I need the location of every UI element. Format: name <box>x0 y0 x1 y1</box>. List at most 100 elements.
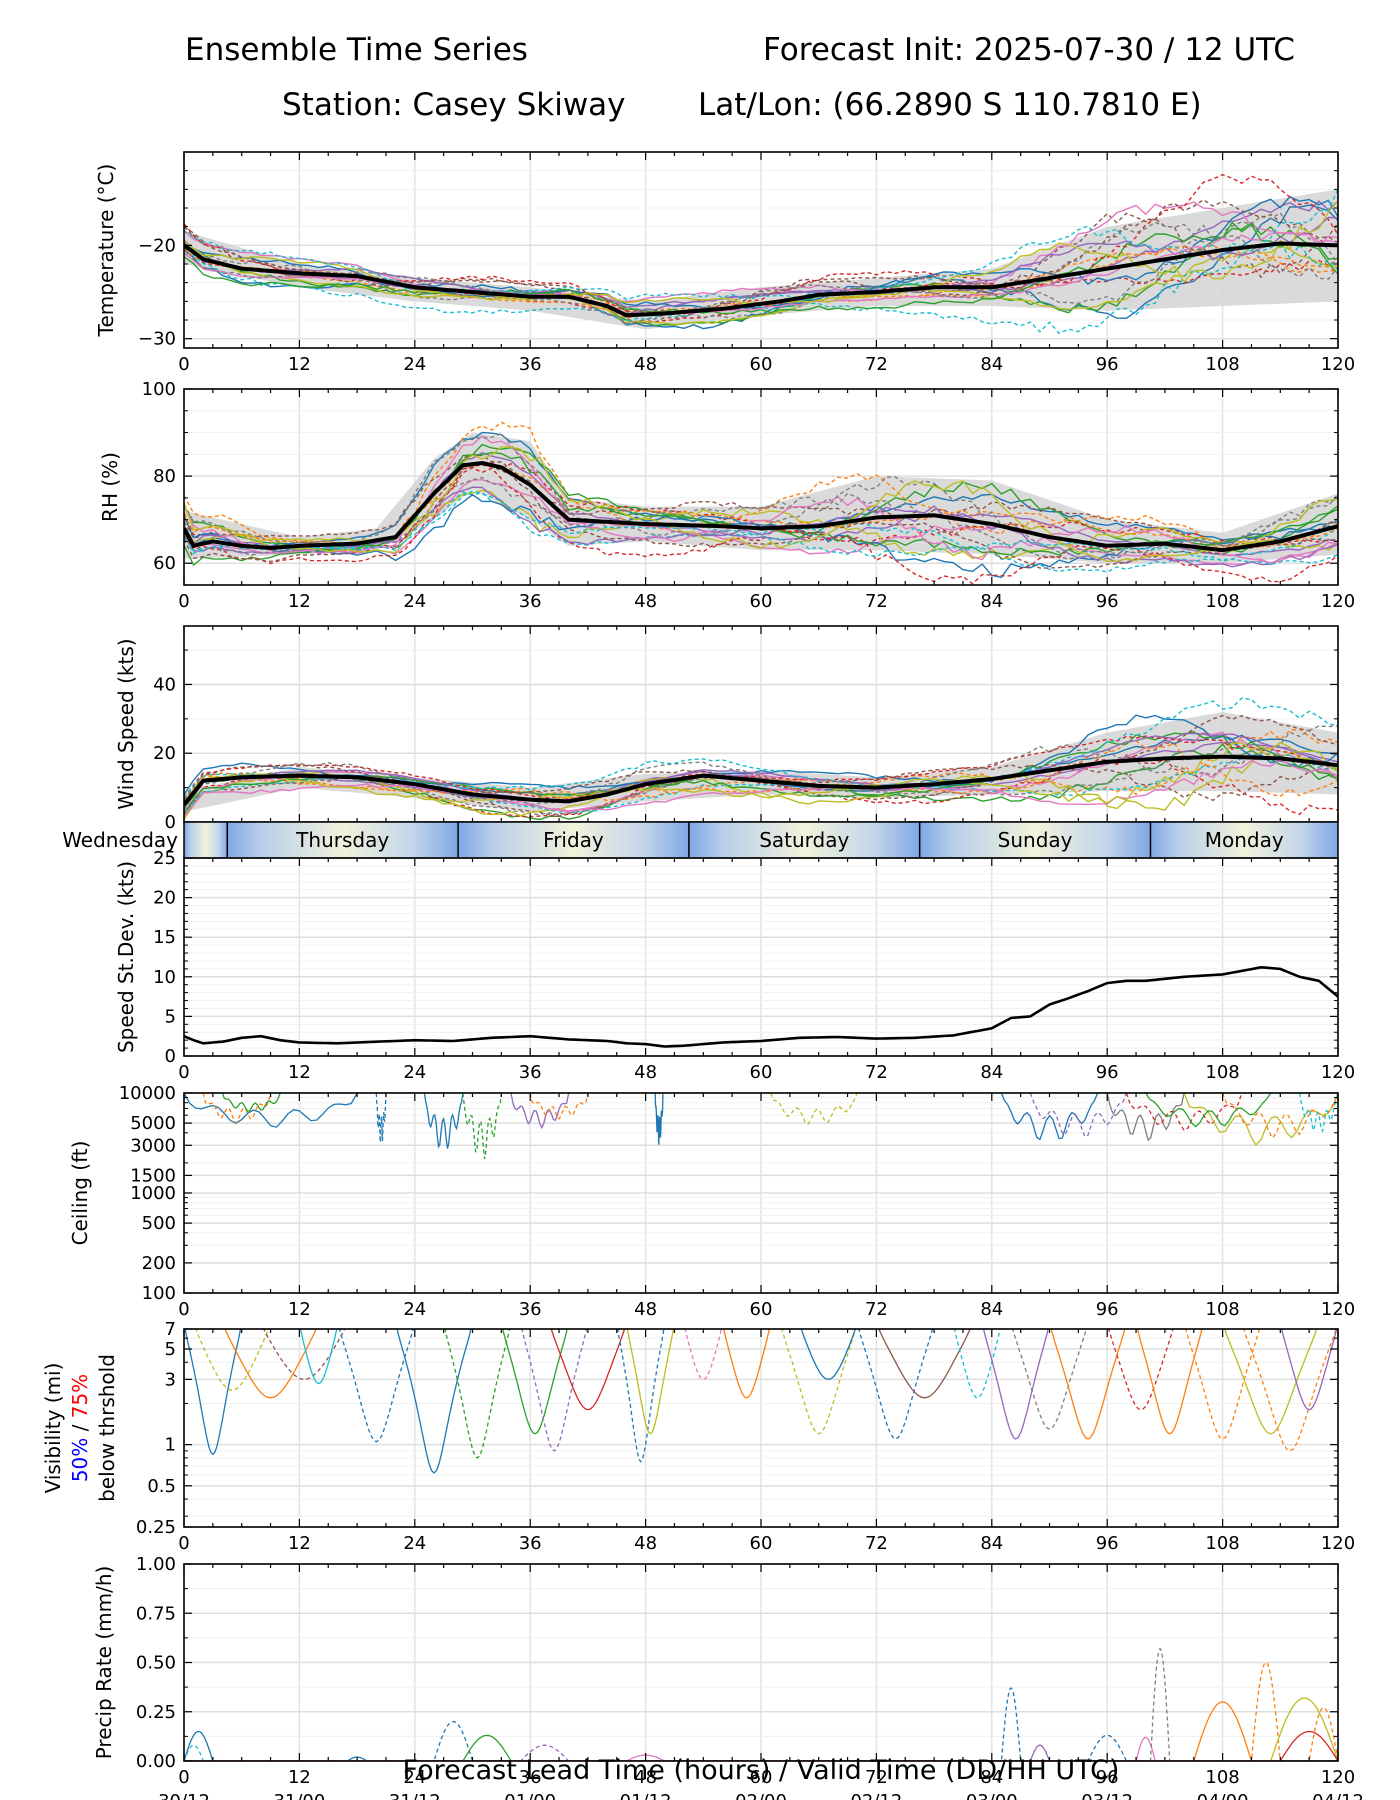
x-tick-label: 72 <box>865 1062 888 1083</box>
precip-member-line <box>184 1730 1338 1761</box>
ensemble-members <box>184 421 1338 585</box>
visibility-member-line <box>1050 1329 1126 1440</box>
x-tick-label: 96 <box>1096 1062 1119 1083</box>
y-tick-label: −20 <box>138 235 176 256</box>
x-tick-label: 24 <box>403 1062 426 1083</box>
day-band <box>458 822 689 858</box>
x-tick-label: 24 <box>403 1767 426 1788</box>
chart-title: Ensemble Time Series <box>185 32 528 68</box>
x-tick-label: 108 <box>1205 1299 1239 1320</box>
y-tick-label: 0 <box>165 1046 176 1067</box>
threshold-50: 50% <box>68 1438 92 1482</box>
member-line-14 <box>184 735 1338 801</box>
day-label-friday: Friday <box>543 828 604 852</box>
x-tick-label: 48 <box>634 1767 657 1788</box>
y-tick-label: 5 <box>165 1006 176 1027</box>
ceiling-member-line <box>529 1093 589 1120</box>
ceiling-member-line <box>1106 1093 1185 1142</box>
x-tick-label: 120 <box>1321 591 1355 612</box>
precip-member-line <box>184 1744 1338 1761</box>
y-tick-label: 100 <box>142 1283 176 1304</box>
x-tick-label: 36 <box>519 1299 542 1320</box>
x-tick-label: 84 <box>980 591 1003 612</box>
ceiling-member-line <box>510 1093 570 1130</box>
member-line-14 <box>184 467 1338 585</box>
visibility-member-line <box>184 1329 242 1456</box>
day-label-wednesday: Wednesday <box>62 828 178 852</box>
y-axis-label: RH (%) <box>98 452 122 522</box>
ceiling-member-line <box>1221 1093 1338 1140</box>
member-line-10 <box>184 240 1338 335</box>
visibility-member-line <box>550 1329 626 1411</box>
ceiling-member-line <box>1000 1093 1099 1141</box>
x-tick-label: 84 <box>980 1299 1003 1320</box>
ensemble-members <box>184 173 1338 335</box>
x-tick-label: 108 <box>1205 591 1239 612</box>
x-tick-label: 60 <box>750 354 773 375</box>
ceiling-member-line <box>1125 1093 1243 1132</box>
visibility-member-line <box>338 1329 414 1443</box>
x-tick-label: 60 <box>750 1299 773 1320</box>
x-tick-label: 48 <box>634 1299 657 1320</box>
visibility-member-line <box>800 1329 856 1380</box>
x-tick-label: 24 <box>403 1533 426 1554</box>
x-tick-label: 120 <box>1321 354 1355 375</box>
member-line-15 <box>184 732 1338 806</box>
precip-member-line <box>184 1736 1338 1761</box>
day-band <box>1150 822 1338 858</box>
y-tick-label: 5 <box>165 1339 176 1360</box>
station-name: Station: Casey Skiway <box>282 87 626 123</box>
visibility-member-line <box>878 1329 971 1399</box>
y-tick-label: 3 <box>165 1369 176 1390</box>
y-tick-label: 0.25 <box>136 1517 176 1538</box>
x-tick-label: 36 <box>519 591 542 612</box>
precip-member-line <box>184 1720 1338 1761</box>
member-line-19 <box>184 741 1338 804</box>
visibility-member-line <box>617 1329 665 1463</box>
x-tick-label: 12 <box>288 1767 311 1788</box>
speed-stdev-line <box>184 965 1338 1048</box>
y-tick-label: 0.00 <box>136 1751 176 1772</box>
visibility-member-line <box>521 1329 588 1452</box>
x-tick-label: 84 <box>980 1533 1003 1554</box>
visibility-member-line <box>195 1329 269 1391</box>
valid-time-label: 02/12 <box>850 1791 902 1800</box>
wind-speed-panel: 0 20 40 Wind Speed (kts) <box>114 625 1339 833</box>
precip-member-line <box>184 1734 1338 1761</box>
threshold-slash: / <box>68 1418 92 1437</box>
visibility-member-line <box>299 1329 338 1385</box>
ceiling-member-line <box>423 1093 464 1149</box>
visibility-member-line <box>626 1329 674 1435</box>
valid-time-label: 01/12 <box>620 1791 672 1800</box>
precip-member-line <box>184 1744 1338 1761</box>
ceiling-panel: 0 12 24 36 48 60 72 84 96 108 120 100 200 500 10001500… <box>68 1083 1355 1320</box>
x-tick-label: 96 <box>1096 1299 1119 1320</box>
valid-time-label: 31/12 <box>389 1791 441 1800</box>
x-tick-label: 36 <box>519 1062 542 1083</box>
x-tick-label: 72 <box>865 1533 888 1554</box>
y-tick-label: 200 <box>142 1253 176 1274</box>
ceiling-members <box>184 1093 1338 1160</box>
y-axis-label: Temperature (°C) <box>94 164 118 338</box>
x-tick-label: 0 <box>178 1299 189 1320</box>
x-tick-label: 120 <box>1321 1299 1355 1320</box>
temperature-mean-line <box>184 241 1338 318</box>
threshold-75: 75% <box>68 1374 92 1418</box>
valid-time-label: 30/12 <box>158 1791 210 1800</box>
visibility-member-line <box>1281 1329 1338 1411</box>
y-axis-label: Precip Rate (mm/h) <box>92 1566 116 1760</box>
member-line-6 <box>184 212 1338 324</box>
y-tick-label: 0.25 <box>136 1702 176 1723</box>
x-tick-label: 72 <box>865 1299 888 1320</box>
threshold-caption: below thrshold <box>95 1354 119 1502</box>
visibility-member-line <box>858 1329 933 1440</box>
temperature-panel: 0 12 24 36 48 60 72 84 96 108 120 −30 −20 Temperature… <box>94 151 1355 375</box>
y-tick-label: 20 <box>153 888 176 909</box>
member-line-8 <box>184 211 1338 320</box>
x-tick-label: 96 <box>1096 591 1119 612</box>
x-tick-label: 96 <box>1096 1767 1119 1788</box>
x-tick-label: 72 <box>865 354 888 375</box>
ceiling-member-line <box>654 1093 664 1145</box>
x-tick-label: 60 <box>750 1767 773 1788</box>
x-tick-label: 48 <box>634 354 657 375</box>
